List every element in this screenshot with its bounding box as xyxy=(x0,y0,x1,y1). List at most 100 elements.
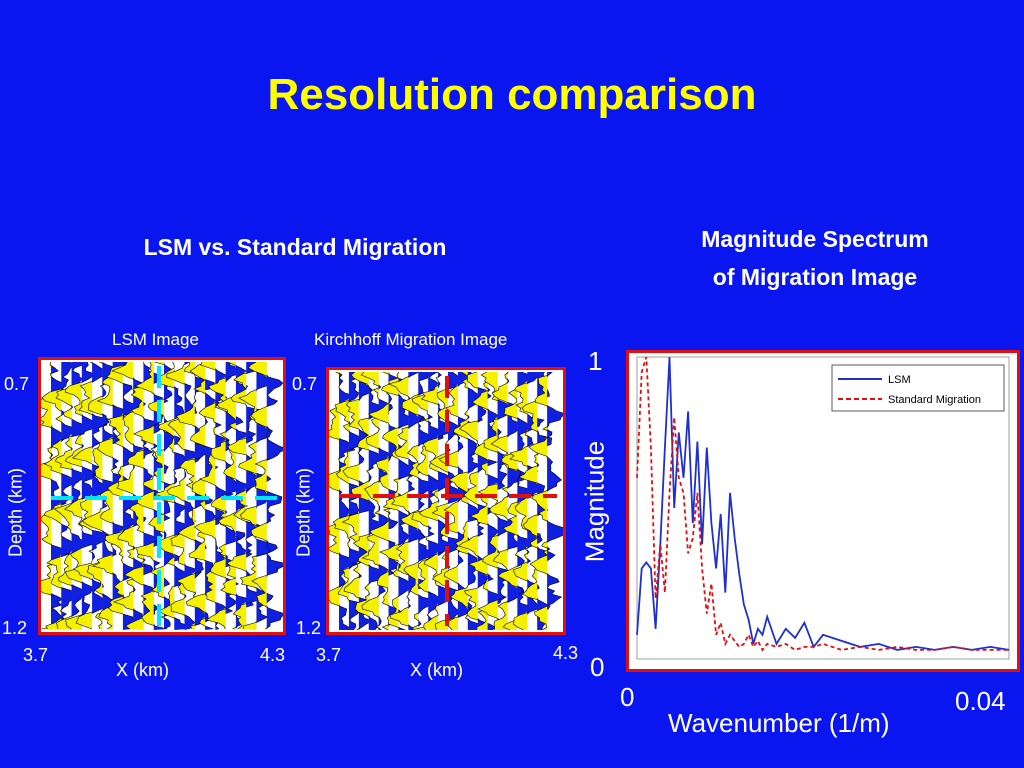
trace-line xyxy=(400,371,436,631)
trace-line xyxy=(64,361,103,630)
trace-negative xyxy=(248,362,267,630)
trace-line xyxy=(458,371,498,631)
trace-line xyxy=(193,361,235,630)
kirchhoff-xlabel: X (km) xyxy=(410,660,463,680)
spectrum-xlabel: Wavenumber (1/m) xyxy=(668,708,890,738)
kirchhoff-xtick-left: 3.7 xyxy=(316,645,342,665)
lsm-xtick-right: 4.3 xyxy=(260,645,286,665)
trace-positive xyxy=(133,362,154,630)
panel-title-kirchhoff: Kirchhoff Migration Image xyxy=(314,330,508,349)
trace-line xyxy=(248,361,288,630)
trace-line xyxy=(497,371,536,631)
trace-line xyxy=(332,371,366,631)
legend: LSM Standard Migration xyxy=(831,364,1005,412)
trace-negative xyxy=(528,372,548,630)
legend-label-1: Standard Migration xyxy=(888,394,981,406)
trace-positive xyxy=(537,372,556,630)
kirchhoff-image-frame xyxy=(320,367,567,635)
trace-line xyxy=(320,371,359,631)
trace-line xyxy=(175,361,216,630)
trace-negative xyxy=(124,362,144,630)
right-heading: Magnitude Spectrum of Migration Image xyxy=(630,220,1000,296)
trace-positive xyxy=(428,372,446,630)
kirchhoff-seismic-image xyxy=(320,370,567,632)
spectrum-ytick-min: 0 xyxy=(590,652,605,682)
series-line-1 xyxy=(636,356,1009,652)
trace-negative xyxy=(401,372,419,630)
panel-title-lsm: LSM Image xyxy=(112,330,199,349)
trace-negative xyxy=(449,372,468,630)
trace-negative xyxy=(361,372,379,630)
trace-negative xyxy=(194,362,216,630)
trace-line xyxy=(468,371,507,631)
right-heading-line2: of Migration Image xyxy=(712,264,918,290)
lsm-image-frame xyxy=(34,357,288,635)
spectrum-chart-frame: LSM Standard Migration xyxy=(626,350,1020,672)
trace-positive xyxy=(51,362,69,630)
trace-line xyxy=(411,371,446,631)
lsm-seismic-image xyxy=(34,360,288,632)
trace-negative xyxy=(419,372,439,630)
spectrum-ytick-max: 1 xyxy=(588,346,603,376)
trace-positive xyxy=(368,372,388,630)
legend-box xyxy=(831,364,1005,412)
legend-label-0: LSM xyxy=(888,374,911,386)
trace-positive xyxy=(398,372,415,630)
trace-positive xyxy=(92,362,111,630)
trace-positive xyxy=(205,362,224,630)
trace-line xyxy=(72,361,112,630)
trace-line xyxy=(509,371,545,631)
lsm-xtick-left: 3.7 xyxy=(23,645,49,665)
trace-line xyxy=(123,361,164,630)
lsm-ylabel: Depth (km) xyxy=(5,468,26,558)
trace-negative xyxy=(42,362,62,630)
trace-negative xyxy=(186,362,206,630)
right-heading-line1: Magnitude Spectrum xyxy=(701,226,929,252)
trace-positive xyxy=(517,372,536,630)
trace-negative xyxy=(112,362,134,630)
trace-line xyxy=(448,371,487,631)
trace-negative xyxy=(510,372,528,630)
lsm-ytick-top: 0.7 xyxy=(4,374,30,394)
spectrum-xtick-min: 0 xyxy=(620,682,635,712)
trace-positive xyxy=(174,362,193,630)
kirchhoff-ylabel: Depth (km) xyxy=(293,468,314,558)
trace-line xyxy=(341,371,379,631)
trace-positive xyxy=(547,372,566,630)
trace-positive xyxy=(507,372,527,630)
trace-negative xyxy=(411,372,429,630)
lsm-xlabel: X (km) xyxy=(116,660,169,680)
trace-positive xyxy=(153,362,170,630)
trace-negative xyxy=(468,372,488,630)
trace-positive xyxy=(81,362,102,630)
left-heading: LSM vs. Standard Migration xyxy=(143,234,447,260)
trace-line xyxy=(41,361,81,630)
trace-line xyxy=(438,371,477,631)
trace-negative xyxy=(321,372,339,630)
trace-negative xyxy=(489,372,508,630)
trace-line xyxy=(206,361,246,630)
series-line-0 xyxy=(636,356,1010,651)
spectrum-xtick-max: 0.04 xyxy=(955,686,1006,716)
spectrum-ylabel: Magnitude xyxy=(579,440,610,563)
trace-negative xyxy=(368,372,389,630)
trace-positive xyxy=(225,362,245,630)
spectrum-chart: LSM Standard Migration xyxy=(636,356,1010,660)
trace-negative xyxy=(379,372,399,630)
trace-positive xyxy=(339,372,358,630)
trace-negative xyxy=(389,372,409,630)
kirchhoff-xtick-right: 4.3 xyxy=(553,643,579,663)
lsm-ytick-bottom: 1.2 xyxy=(2,618,28,638)
trace-negative xyxy=(458,372,478,630)
trace-negative xyxy=(72,362,93,630)
trace-line xyxy=(53,361,90,630)
kirchhoff-ytick-top: 0.7 xyxy=(292,374,318,394)
slide-title: Resolution comparison xyxy=(267,70,757,119)
trace-negative xyxy=(133,362,154,630)
trace-positive xyxy=(348,372,366,630)
trace-negative xyxy=(105,362,123,630)
trace-positive xyxy=(448,372,465,630)
trace-negative xyxy=(54,362,72,630)
trace-negative xyxy=(206,362,226,630)
kirchhoff-ytick-bottom: 1.2 xyxy=(296,618,322,638)
